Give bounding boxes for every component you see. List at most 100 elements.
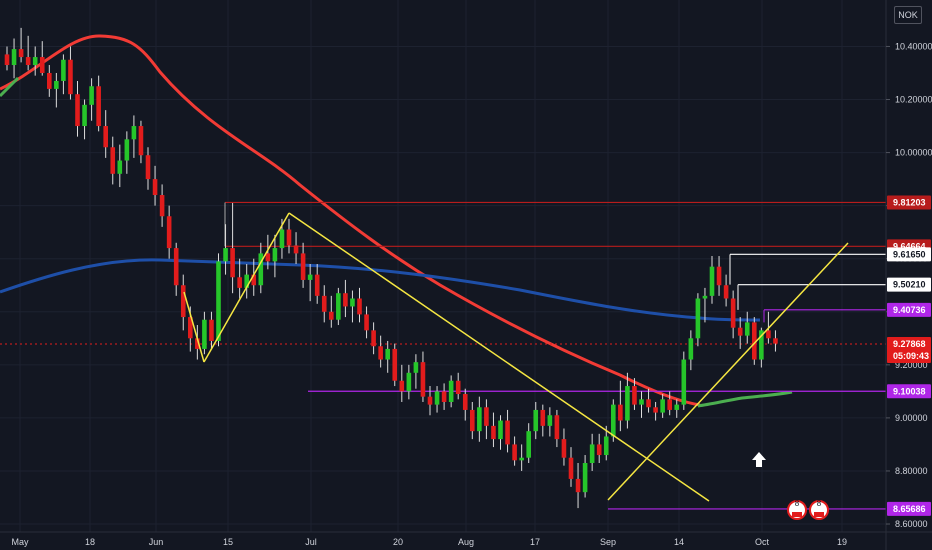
candle-body bbox=[96, 86, 101, 127]
currency-label[interactable]: NOK bbox=[894, 6, 922, 24]
price-label-box bbox=[887, 348, 931, 363]
y-tick-label: 10.40000 bbox=[895, 41, 932, 51]
price-label-text: 05:09:43 bbox=[893, 351, 929, 361]
candle-body bbox=[230, 248, 235, 278]
candle-body bbox=[611, 404, 616, 437]
candle-body bbox=[575, 478, 581, 493]
candle-body bbox=[399, 380, 405, 392]
candle-body bbox=[18, 49, 24, 58]
x-tick-label: 17 bbox=[530, 537, 540, 547]
candle-body bbox=[11, 49, 17, 66]
up-arrow-icon bbox=[752, 452, 766, 467]
candle-body bbox=[540, 409, 546, 426]
candle-body bbox=[300, 253, 306, 280]
candle-body bbox=[188, 317, 193, 339]
candle-body bbox=[237, 277, 242, 288]
candle-body bbox=[173, 248, 179, 286]
ma-blue-line bbox=[0, 258, 761, 322]
candle-body bbox=[519, 457, 524, 461]
candle-body bbox=[138, 126, 144, 156]
price-label-box bbox=[887, 302, 931, 317]
trend-line bbox=[607, 242, 849, 501]
ma-red-line bbox=[0, 34, 701, 407]
candle-body bbox=[603, 436, 609, 456]
candle-body bbox=[68, 59, 73, 95]
candle-body bbox=[39, 57, 45, 73]
candle-body bbox=[145, 155, 151, 180]
candle-body bbox=[639, 399, 644, 405]
candle-body bbox=[166, 216, 172, 249]
candle-body bbox=[723, 285, 729, 299]
price-label-box bbox=[887, 336, 931, 351]
candle-body bbox=[688, 338, 694, 360]
candle-body bbox=[441, 391, 447, 402]
price-label-box bbox=[887, 501, 931, 516]
candle-body bbox=[4, 54, 10, 66]
event-badge-count: 8 bbox=[795, 499, 800, 508]
candle-body bbox=[82, 104, 87, 127]
candle-body bbox=[413, 362, 419, 373]
trend-line bbox=[203, 212, 290, 363]
candle-body bbox=[618, 404, 623, 421]
candle-body bbox=[653, 407, 658, 413]
candle-body bbox=[484, 407, 489, 426]
candle-body bbox=[251, 274, 257, 286]
candle-body bbox=[357, 298, 362, 315]
candle-body bbox=[420, 362, 426, 397]
candle-body bbox=[364, 314, 369, 331]
price-label-box bbox=[887, 195, 931, 210]
candle-body bbox=[343, 293, 348, 307]
candle-body bbox=[554, 415, 560, 440]
candle-body bbox=[470, 409, 475, 432]
candle-body bbox=[195, 338, 200, 349]
candle-body bbox=[47, 72, 52, 89]
price-label-text: 9.64664 bbox=[893, 241, 926, 251]
candle-body bbox=[293, 245, 299, 254]
candle-body bbox=[321, 295, 327, 312]
candle-body bbox=[307, 274, 313, 280]
price-label-text: 9.61650 bbox=[893, 249, 926, 259]
candle-body bbox=[716, 266, 722, 286]
horizontal-levels bbox=[0, 201, 886, 510]
candle-body bbox=[279, 229, 285, 249]
candle-body bbox=[103, 126, 108, 148]
event-flag-icon bbox=[814, 512, 824, 517]
candle-body bbox=[547, 415, 553, 426]
trend-lines bbox=[183, 212, 849, 502]
candle-body bbox=[632, 386, 637, 405]
candle-body bbox=[385, 348, 390, 360]
candle-body bbox=[646, 399, 651, 408]
price-label-text: 9.50210 bbox=[893, 280, 926, 290]
trend-line bbox=[183, 291, 205, 363]
candle-body bbox=[491, 425, 496, 440]
y-tick-label: 9.00000 bbox=[895, 413, 928, 423]
price-label-box bbox=[887, 384, 931, 399]
candle-body bbox=[32, 57, 38, 66]
candle-body bbox=[378, 346, 383, 360]
candle-body bbox=[752, 322, 757, 360]
price-label-text: 9.81203 bbox=[893, 197, 926, 207]
candle-body bbox=[272, 248, 278, 262]
candle-body bbox=[314, 274, 320, 296]
y-tick-label: 10.20000 bbox=[895, 95, 932, 105]
candle-body bbox=[159, 195, 165, 217]
candle-body bbox=[477, 407, 482, 432]
candle-body bbox=[180, 285, 186, 318]
candle-body bbox=[286, 229, 292, 246]
time-axis[interactable]: May 18 Jun 15 Jul 20 Aug 17 Sep 14 Oct 19 bbox=[11, 537, 847, 547]
x-tick-label: Jul bbox=[305, 537, 317, 547]
candle-body bbox=[568, 457, 574, 479]
candle-body bbox=[533, 409, 539, 432]
candle-body bbox=[124, 139, 130, 161]
candle-body bbox=[406, 372, 412, 392]
price-label-box bbox=[887, 277, 931, 292]
candle-body bbox=[75, 94, 80, 127]
candle-body bbox=[392, 348, 398, 381]
candle-body bbox=[350, 298, 355, 307]
moving-averages bbox=[0, 34, 793, 408]
candle-body bbox=[589, 444, 595, 463]
x-tick-label: 14 bbox=[674, 537, 684, 547]
y-tick-label: 8.80000 bbox=[895, 466, 928, 476]
